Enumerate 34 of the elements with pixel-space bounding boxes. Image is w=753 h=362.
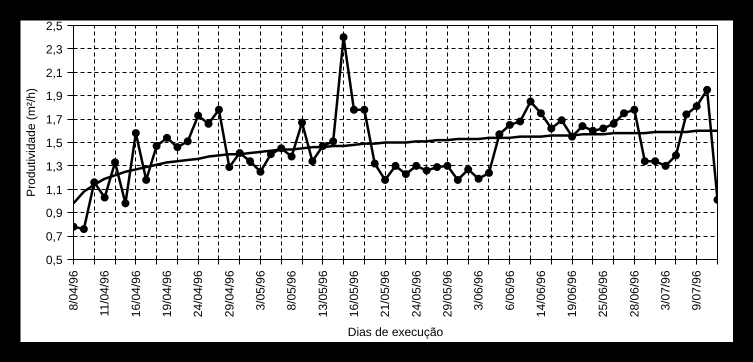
y-tick-label: 2,1 <box>46 66 63 80</box>
x-tick-label: 28/06/96 <box>627 270 642 318</box>
y-tick-label: 1,5 <box>46 136 63 150</box>
y-tick-label: 0,5 <box>46 253 63 267</box>
x-axis-title: Dias de execução <box>348 325 444 340</box>
y-tick-label: 1,3 <box>46 159 63 174</box>
y-tick-label: 1,1 <box>46 182 63 197</box>
x-tick-label: 3/05/96 <box>253 270 268 311</box>
x-tick-label: 8/04/96 <box>66 270 80 311</box>
x-tick-label: 13/05/96 <box>316 270 330 318</box>
y-tick-label: 2,5 <box>46 19 63 33</box>
x-tick-label: 6/06/96 <box>502 270 517 311</box>
x-tick-label: 29/05/96 <box>440 270 454 318</box>
x-tick-label: 24/04/96 <box>191 270 206 318</box>
x-tick-label: 19/04/96 <box>160 270 174 318</box>
y-tick-label: 0,7 <box>46 230 63 244</box>
x-tick-label: 24/05/96 <box>409 270 424 318</box>
x-tick-label: 11/04/96 <box>98 270 112 316</box>
y-tick-label: 1,7 <box>46 112 63 127</box>
x-tick-label: 9/07/96 <box>690 270 704 311</box>
x-tick-label: 25/06/96 <box>596 270 610 318</box>
y-tick-label: 1,9 <box>46 89 63 104</box>
x-tick-label: 21/05/96 <box>378 270 392 318</box>
y-tick-label: 0,9 <box>46 206 63 220</box>
x-tick-label: 19/06/96 <box>565 270 580 318</box>
x-tick-label: 3/06/96 <box>472 270 486 311</box>
x-tick-label: 29/04/96 <box>222 270 236 318</box>
x-tick-label: 16/05/96 <box>346 270 361 318</box>
x-tick-label: 16/04/96 <box>128 270 143 318</box>
y-axis-title: Produtividade (m²/h) <box>24 88 38 197</box>
x-tick-label: 8/05/96 <box>284 270 299 311</box>
x-tick-label: 3/07/96 <box>658 270 673 311</box>
x-tick-label: 14/06/96 <box>534 270 548 318</box>
y-tick-label: 2,3 <box>46 42 63 56</box>
